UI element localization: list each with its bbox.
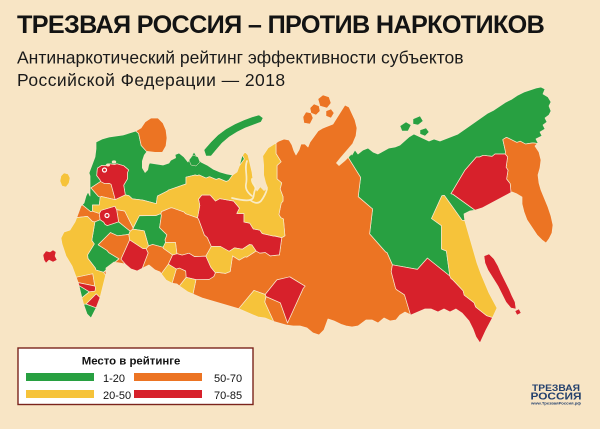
svg-text:Место в рейтинге: Место в рейтинге <box>82 356 181 368</box>
svg-text:Российской Федерации — 2018: Российской Федерации — 2018 <box>17 70 286 90</box>
svg-text:70-85: 70-85 <box>214 390 242 402</box>
svg-text:www.ТрезваяРоссия.рф: www.ТрезваяРоссия.рф <box>530 401 582 406</box>
svg-text:ТРЕЗВАЯ: ТРЕЗВАЯ <box>532 383 580 393</box>
svg-text:20-50: 20-50 <box>103 390 131 402</box>
svg-text:ТРЕЗВАЯ РОССИЯ – ПРОТИВ НАРКОТ: ТРЕЗВАЯ РОССИЯ – ПРОТИВ НАРКОТИКОВ <box>17 11 545 39</box>
svg-text:Антинаркотический рейтинг эффе: Антинаркотический рейтинг эффективности … <box>17 48 464 68</box>
svg-text:РОССИЯ: РОССИЯ <box>531 391 582 403</box>
svg-text:50-70: 50-70 <box>214 373 242 385</box>
svg-text:1-20: 1-20 <box>103 373 125 385</box>
